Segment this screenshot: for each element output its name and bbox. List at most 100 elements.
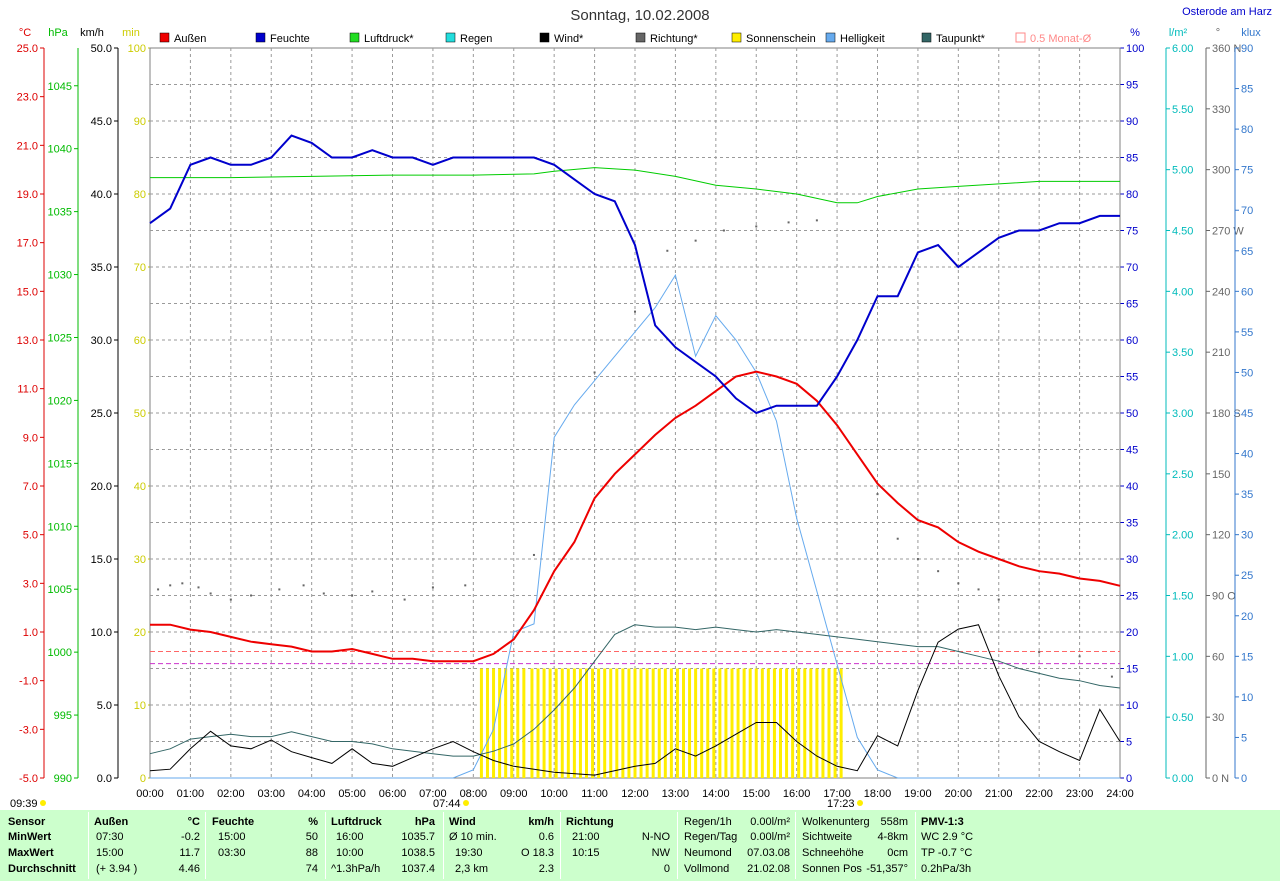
x-tick-label: 17:00: [823, 788, 851, 800]
sunshine-bar: [485, 668, 489, 778]
temp-tick-label: 23.0: [17, 92, 38, 104]
humidity-tick-label: 80: [1126, 189, 1138, 201]
pressure-tick-label: 1005: [48, 584, 72, 596]
direction-point: [666, 249, 669, 252]
direction-point: [197, 586, 200, 589]
x-tick-label: 10:00: [540, 788, 568, 800]
direction-tick-label: 360 N: [1212, 43, 1241, 55]
sunshine-bar: [572, 668, 576, 778]
sunshine-bar: [536, 668, 540, 778]
direction-point: [815, 219, 818, 222]
sun-tick-label: 100: [128, 43, 146, 55]
series-line-taupunkt: [149, 624, 1121, 757]
rain-tick-label: 3.50: [1172, 347, 1193, 359]
direction-point: [209, 592, 212, 595]
sunshine-bar: [560, 668, 564, 778]
footer-divider: [677, 812, 678, 879]
sichtweite-value: 4-8km: [877, 831, 908, 843]
wind-tick-label: 30.0: [91, 335, 112, 347]
aussen-avg-trend: (+ 3.94 ): [96, 863, 138, 875]
sunshine-bars: [479, 668, 843, 778]
temp-tick-label: 21.0: [17, 140, 38, 152]
x-axis: 00:00 01:00 02:00 03:00 04:00 05:00 06:00 07:00…: [136, 788, 1134, 800]
humidity-tick-label: 20: [1126, 627, 1138, 639]
x-tick-label: 19:00: [904, 788, 932, 800]
sun-tick-label: 30: [134, 554, 146, 566]
sunshine-bar: [833, 668, 837, 778]
sunshine-bar: [591, 668, 595, 778]
x-tick-label: 12:00: [621, 788, 649, 800]
sunshine-bar: [603, 668, 607, 778]
sunshine-bar: [730, 668, 734, 778]
temp-tick-label: -5.0: [19, 773, 38, 785]
sunshine-bar: [688, 668, 692, 778]
x-tick-label: 13:00: [662, 788, 690, 800]
humidity-tick-label: 25: [1126, 591, 1138, 603]
direction-point: [916, 558, 919, 560]
pressure-tick-label: 1035: [48, 207, 72, 219]
direction-point: [787, 221, 790, 224]
legend-label: Sonnenschein: [746, 33, 816, 45]
wind-min-value: 0.6: [538, 831, 554, 843]
legend-swatch: [539, 32, 550, 43]
rain-tick-label: 1.00: [1172, 651, 1193, 663]
neumond-label: Neumond: [684, 847, 732, 859]
sunshine-bar: [736, 668, 740, 778]
direction-point: [532, 553, 535, 556]
legend-label: Helligkeit: [840, 33, 885, 45]
legend-swatch: [159, 32, 170, 43]
neumond-value: 07.03.08: [747, 847, 790, 859]
direction-point: [876, 493, 879, 496]
legend-swatch: [921, 32, 932, 43]
series-line-luftdruck: [150, 167, 1120, 204]
feuchte-unit: %: [308, 816, 318, 828]
direction-tick-label: 90 O: [1212, 591, 1236, 603]
direction-point: [977, 588, 980, 591]
schneehoehe-value: 0cm: [887, 847, 908, 859]
rain-tick-label: 0.00: [1172, 773, 1193, 785]
regen-1h-value: 0.00l/m²: [750, 816, 790, 828]
humidity-tick-label: 85: [1126, 153, 1138, 165]
direction-point: [181, 582, 184, 585]
legend-swatch: [349, 32, 360, 43]
humidity-tick-label: 50: [1126, 408, 1138, 420]
humidity-tick-label: 100: [1126, 43, 1144, 55]
sun-tick-label: 0: [140, 773, 146, 785]
direction-point: [157, 588, 160, 591]
sunshine-bar: [748, 668, 752, 778]
temp-tick-label: 1.0: [23, 627, 38, 639]
legend-label: Wind*: [554, 33, 584, 45]
richtung-max-time: 10:15: [572, 847, 600, 859]
feuchte-min-time: 15:00: [218, 831, 246, 843]
statistics-footer: Sensor MinWert MaxWert Durchschnitt Auße…: [0, 810, 1280, 881]
regen-tag-value: 0.00l/m²: [750, 831, 790, 843]
sunshine-bar: [615, 668, 619, 778]
corner-sun-icon: [40, 800, 46, 806]
richtung-avg-value: 0: [663, 863, 670, 875]
temp-tick-label: 11.0: [17, 384, 38, 396]
direction-point: [957, 582, 960, 585]
rain-tick-label: 3.00: [1172, 408, 1193, 420]
temp-tick-label: 25.0: [17, 43, 38, 55]
humidity-tick-label: 40: [1126, 481, 1138, 493]
humidity-tick-label: 95: [1126, 80, 1138, 92]
sunshine-bar: [578, 668, 582, 778]
grid: [150, 48, 1120, 778]
direction-tick-label: 240: [1212, 286, 1230, 298]
footer-divider: [560, 812, 561, 879]
legend-label: Regen: [460, 33, 492, 45]
x-tick-label: 03:00: [257, 788, 285, 800]
sunshine-bar: [633, 668, 637, 778]
sunshine-bar: [548, 668, 552, 778]
rain-tick-label: 2.00: [1172, 530, 1193, 542]
sunshine-bar: [821, 668, 825, 778]
x-tick-label: 04:00: [298, 788, 326, 800]
direction-point: [403, 598, 406, 601]
feuchte-max-value: 88: [305, 847, 318, 859]
sunshine-bar: [479, 668, 483, 778]
direction-tick-label: 120: [1212, 530, 1230, 542]
luftdruck-unit: hPa: [414, 816, 435, 828]
